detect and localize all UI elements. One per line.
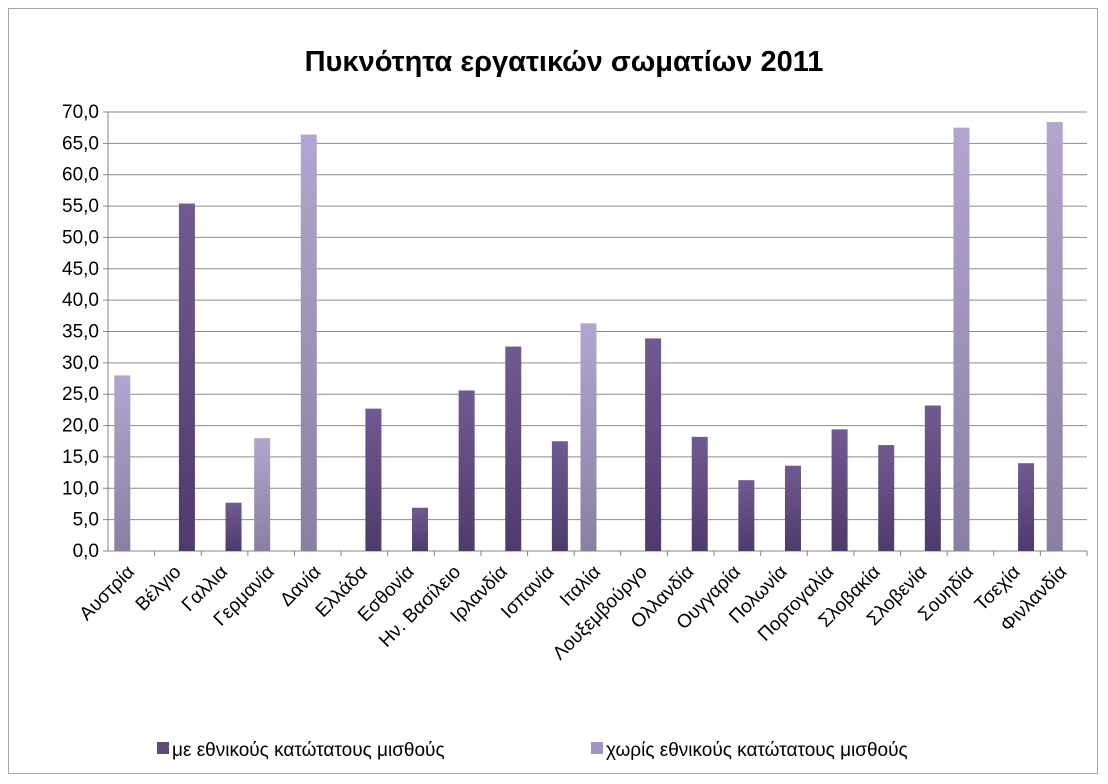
y-tick-label: 0,0 (73, 541, 99, 562)
y-tick-label: 45,0 (62, 259, 99, 280)
y-tick-label: 50,0 (62, 227, 99, 248)
bar-with-min-wage (831, 429, 848, 551)
chart-title: Πυκνότητα εργατικών σωματίων 2011 (305, 46, 824, 78)
x-tick-label: Αυστρία (76, 562, 139, 625)
y-tick-label: 15,0 (62, 447, 99, 468)
bar-without-min-wage (953, 127, 970, 551)
legend-label-with-min-wage: με εθνικούς κατώτατους μισθούς (172, 740, 445, 761)
y-tick-label: 20,0 (62, 416, 99, 437)
bar-without-min-wage (114, 375, 131, 551)
y-tick-label: 35,0 (62, 322, 99, 343)
y-tick-label: 40,0 (62, 290, 99, 311)
y-tick-label: 70,0 (62, 102, 99, 123)
y-tick-label: 25,0 (62, 384, 99, 405)
bar-with-min-wage (691, 436, 708, 551)
y-tick-label: 55,0 (62, 196, 99, 217)
legend: με εθνικούς κατώτατους μισθούς χωρίς εθν… (157, 740, 908, 761)
y-axis-ticks: 0,0 5,0 10,0 15,0 20,0 25,0 30,0 35,0 40,0 45,0 50… (62, 102, 99, 562)
bar-with-min-wage (365, 408, 382, 551)
bars (114, 122, 1063, 551)
y-tick-label: 5,0 (73, 510, 99, 531)
bar-without-min-wage (300, 134, 317, 551)
bar-with-min-wage (784, 465, 801, 551)
bar-with-min-wage (551, 441, 568, 551)
bar-with-min-wage (738, 480, 755, 551)
bar-without-min-wage (1046, 122, 1063, 551)
x-axis-ticks: ΑυστρίαΒέλγιοΓαλλιαΓερμανίαΔανίαΕλλάδαΕσ… (76, 551, 1088, 664)
bar-with-min-wage (178, 203, 195, 551)
y-tick-label: 10,0 (62, 478, 99, 499)
x-tick-label: Βέλγιο (132, 562, 186, 616)
legend-swatch-with-min-wage (157, 742, 169, 754)
bar-with-min-wage (505, 346, 522, 551)
bar-with-min-wage (645, 338, 662, 551)
y-tick-label: 30,0 (62, 353, 99, 374)
bar-without-min-wage (254, 438, 271, 551)
bar-with-min-wage (458, 390, 475, 551)
bar-with-min-wage (412, 507, 429, 551)
bar-with-min-wage (225, 502, 242, 551)
chart-frame: Πυκνότητα εργατικών σωματίων 2011 0,0 5,0… (8, 8, 1098, 774)
gridlines (103, 111, 1087, 552)
bar-with-min-wage (924, 405, 941, 551)
y-tick-label: 60,0 (62, 165, 99, 186)
bar-chart: Πυκνότητα εργατικών σωματίων 2011 0,0 5,0… (62, 46, 1088, 761)
bar-with-min-wage (878, 445, 895, 551)
legend-swatch-without-min-wage (591, 742, 603, 754)
x-tick-label: Ισπανία (497, 562, 558, 623)
legend-label-without-min-wage: χωρίς εθνικούς κατώτατους μισθούς (606, 740, 908, 761)
bar-without-min-wage (580, 323, 597, 551)
y-tick-label: 65,0 (62, 133, 99, 154)
bar-with-min-wage (1018, 463, 1035, 551)
